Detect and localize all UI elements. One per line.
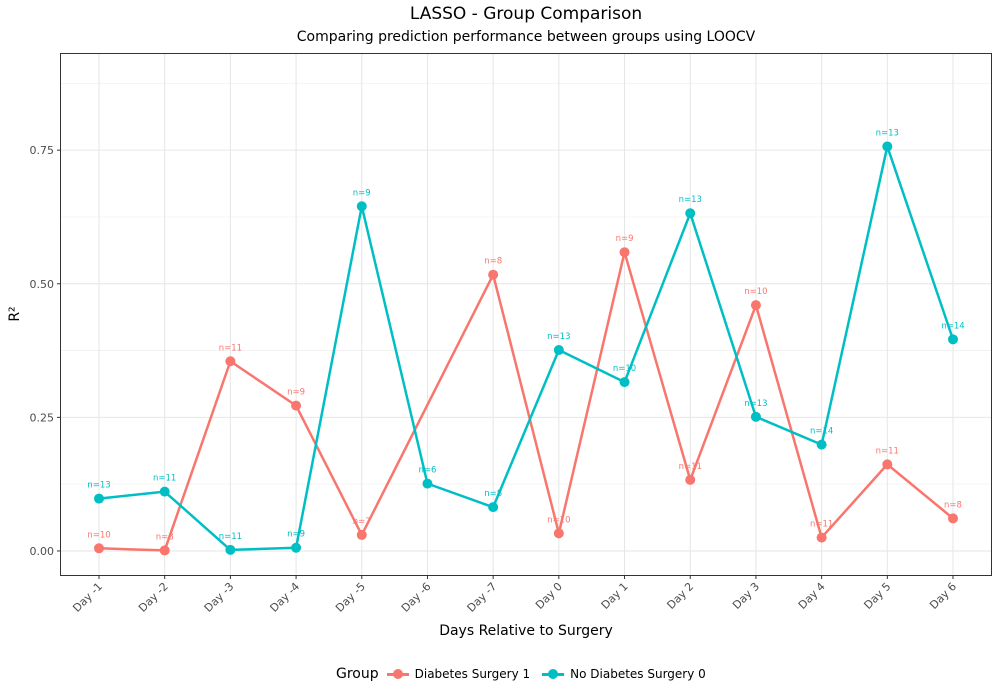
data-point-1 — [356, 201, 367, 212]
x-tick-label: Day 6 — [927, 580, 959, 612]
x-tick-label: Day 4 — [796, 580, 828, 612]
data-point-1 — [422, 478, 433, 489]
data-point-0 — [619, 247, 630, 258]
data-point-1 — [816, 439, 827, 450]
sample-size-label-0: n=8 — [944, 500, 962, 510]
x-tick-label: Day -3 — [202, 580, 237, 615]
data-point-0 — [553, 528, 564, 539]
x-tick-label: Day 1 — [599, 580, 631, 612]
sample-size-label-1: n=9 — [353, 188, 371, 198]
sample-size-label-1: n=13 — [679, 195, 702, 205]
sample-size-label-1: n=13 — [87, 481, 110, 491]
x-tick-label: Day 3 — [730, 580, 762, 612]
series-line-0 — [98, 250, 954, 552]
sample-size-label-1: n=13 — [744, 399, 767, 409]
data-point-0 — [488, 269, 499, 280]
sample-size-label-0: n=10 — [547, 515, 570, 525]
legend-title: Group — [336, 666, 379, 682]
legend-item-no-diabetes: No Diabetes Surgery 0 — [542, 667, 706, 681]
sample-size-label-0: n=8 — [484, 257, 502, 267]
series-line-1 — [98, 145, 955, 552]
data-point-1 — [619, 377, 630, 388]
sample-size-label-0: n=9 — [287, 388, 305, 398]
data-point-1 — [882, 141, 893, 152]
x-tick-label: Day 5 — [861, 580, 893, 612]
legend: Group Diabetes Surgery 1 No Diabetes Sur… — [336, 664, 718, 684]
data-point-1 — [553, 345, 564, 356]
x-tick-label: Day -5 — [333, 580, 368, 615]
data-point-0 — [685, 474, 696, 485]
data-point-1 — [750, 411, 761, 422]
y-tick-label: 0.25 — [30, 411, 55, 424]
data-point-1 — [948, 334, 958, 345]
sample-size-label-1: n=13 — [547, 332, 570, 342]
data-point-1 — [225, 544, 236, 555]
sample-size-label-1: n=14 — [810, 427, 833, 437]
grid-layer — [61, 54, 991, 575]
sample-size-label-0: n=11 — [810, 520, 833, 530]
sample-size-label-1: n=8 — [484, 489, 502, 499]
x-tick-label: Day 2 — [664, 580, 696, 612]
sample-size-label-1: n=13 — [876, 128, 899, 138]
data-point-1 — [159, 486, 170, 497]
data-point-1 — [94, 493, 104, 504]
axes-layer: 0.00 0.25 0.50 0.75 Day -1 Day -2 Day -3 Day -4… — [30, 144, 960, 615]
y-tick-label: 0.75 — [30, 144, 55, 157]
sample-size-label-1: n=10 — [613, 364, 636, 374]
sample-size-label-0: n=9 — [616, 234, 634, 244]
sample-size-label-0: n=8 — [156, 532, 174, 542]
legend-key-no-diabetes — [542, 669, 565, 679]
y-tick-label: 0.00 — [30, 545, 55, 558]
sample-size-label-1: n=9 — [287, 530, 305, 540]
data-point-0 — [225, 356, 236, 367]
sample-size-label-0: n=11 — [679, 462, 702, 472]
data-point-0 — [94, 543, 104, 554]
data-point-0 — [159, 545, 170, 556]
legend-key-diabetes — [386, 669, 409, 679]
sample-size-label-0: n=10 — [744, 287, 767, 297]
sample-size-label-1: n=6 — [419, 466, 437, 476]
y-axis-title: R² — [7, 306, 23, 321]
x-tick-label: Day 0 — [533, 580, 565, 612]
sample-size-label-0: n=11 — [876, 446, 899, 456]
x-tick-label: Day -7 — [464, 580, 499, 615]
data-point-0 — [816, 532, 827, 543]
chart-subtitle: Comparing prediction performance between… — [296, 29, 756, 45]
sample-size-label-0: n=7 — [353, 517, 371, 527]
x-tick-label: Day -4 — [267, 580, 302, 615]
sample-size-label-1: n=11 — [219, 532, 242, 542]
label-layer: n=10 n=8 n=11 n=9 n=7 n=8 n=10 n=9 n=11 n=10 n=11 n… — [87, 128, 964, 542]
x-tick-label: Day -2 — [136, 580, 171, 615]
x-axis-title: Days Relative to Surgery — [439, 623, 613, 639]
data-point-1 — [488, 502, 499, 513]
legend-item-diabetes: Diabetes Surgery 1 — [386, 667, 531, 681]
sample-size-label-0: n=10 — [87, 530, 110, 540]
legend-label-diabetes: Diabetes Surgery 1 — [414, 667, 531, 681]
sample-size-label-1: n=11 — [153, 474, 176, 484]
chart-title: LASSO - Group Comparison — [409, 4, 643, 24]
legend-label-no-diabetes: No Diabetes Surgery 0 — [570, 667, 706, 681]
data-point-0 — [882, 459, 893, 470]
data-point-0 — [948, 513, 958, 524]
x-tick-label: Day -6 — [399, 580, 434, 615]
sample-size-label-0: n=11 — [219, 343, 242, 353]
data-point-0 — [750, 300, 761, 311]
sample-size-label-1: n=14 — [941, 321, 964, 331]
data-point-1 — [291, 542, 302, 553]
y-tick-label: 0.50 — [30, 278, 55, 291]
plot-panel-border — [60, 53, 992, 576]
x-tick-label: Day -1 — [70, 580, 105, 615]
data-point-1 — [685, 208, 696, 219]
data-point-0 — [356, 529, 367, 540]
data-point-0 — [291, 400, 302, 411]
series-layer — [94, 141, 958, 556]
